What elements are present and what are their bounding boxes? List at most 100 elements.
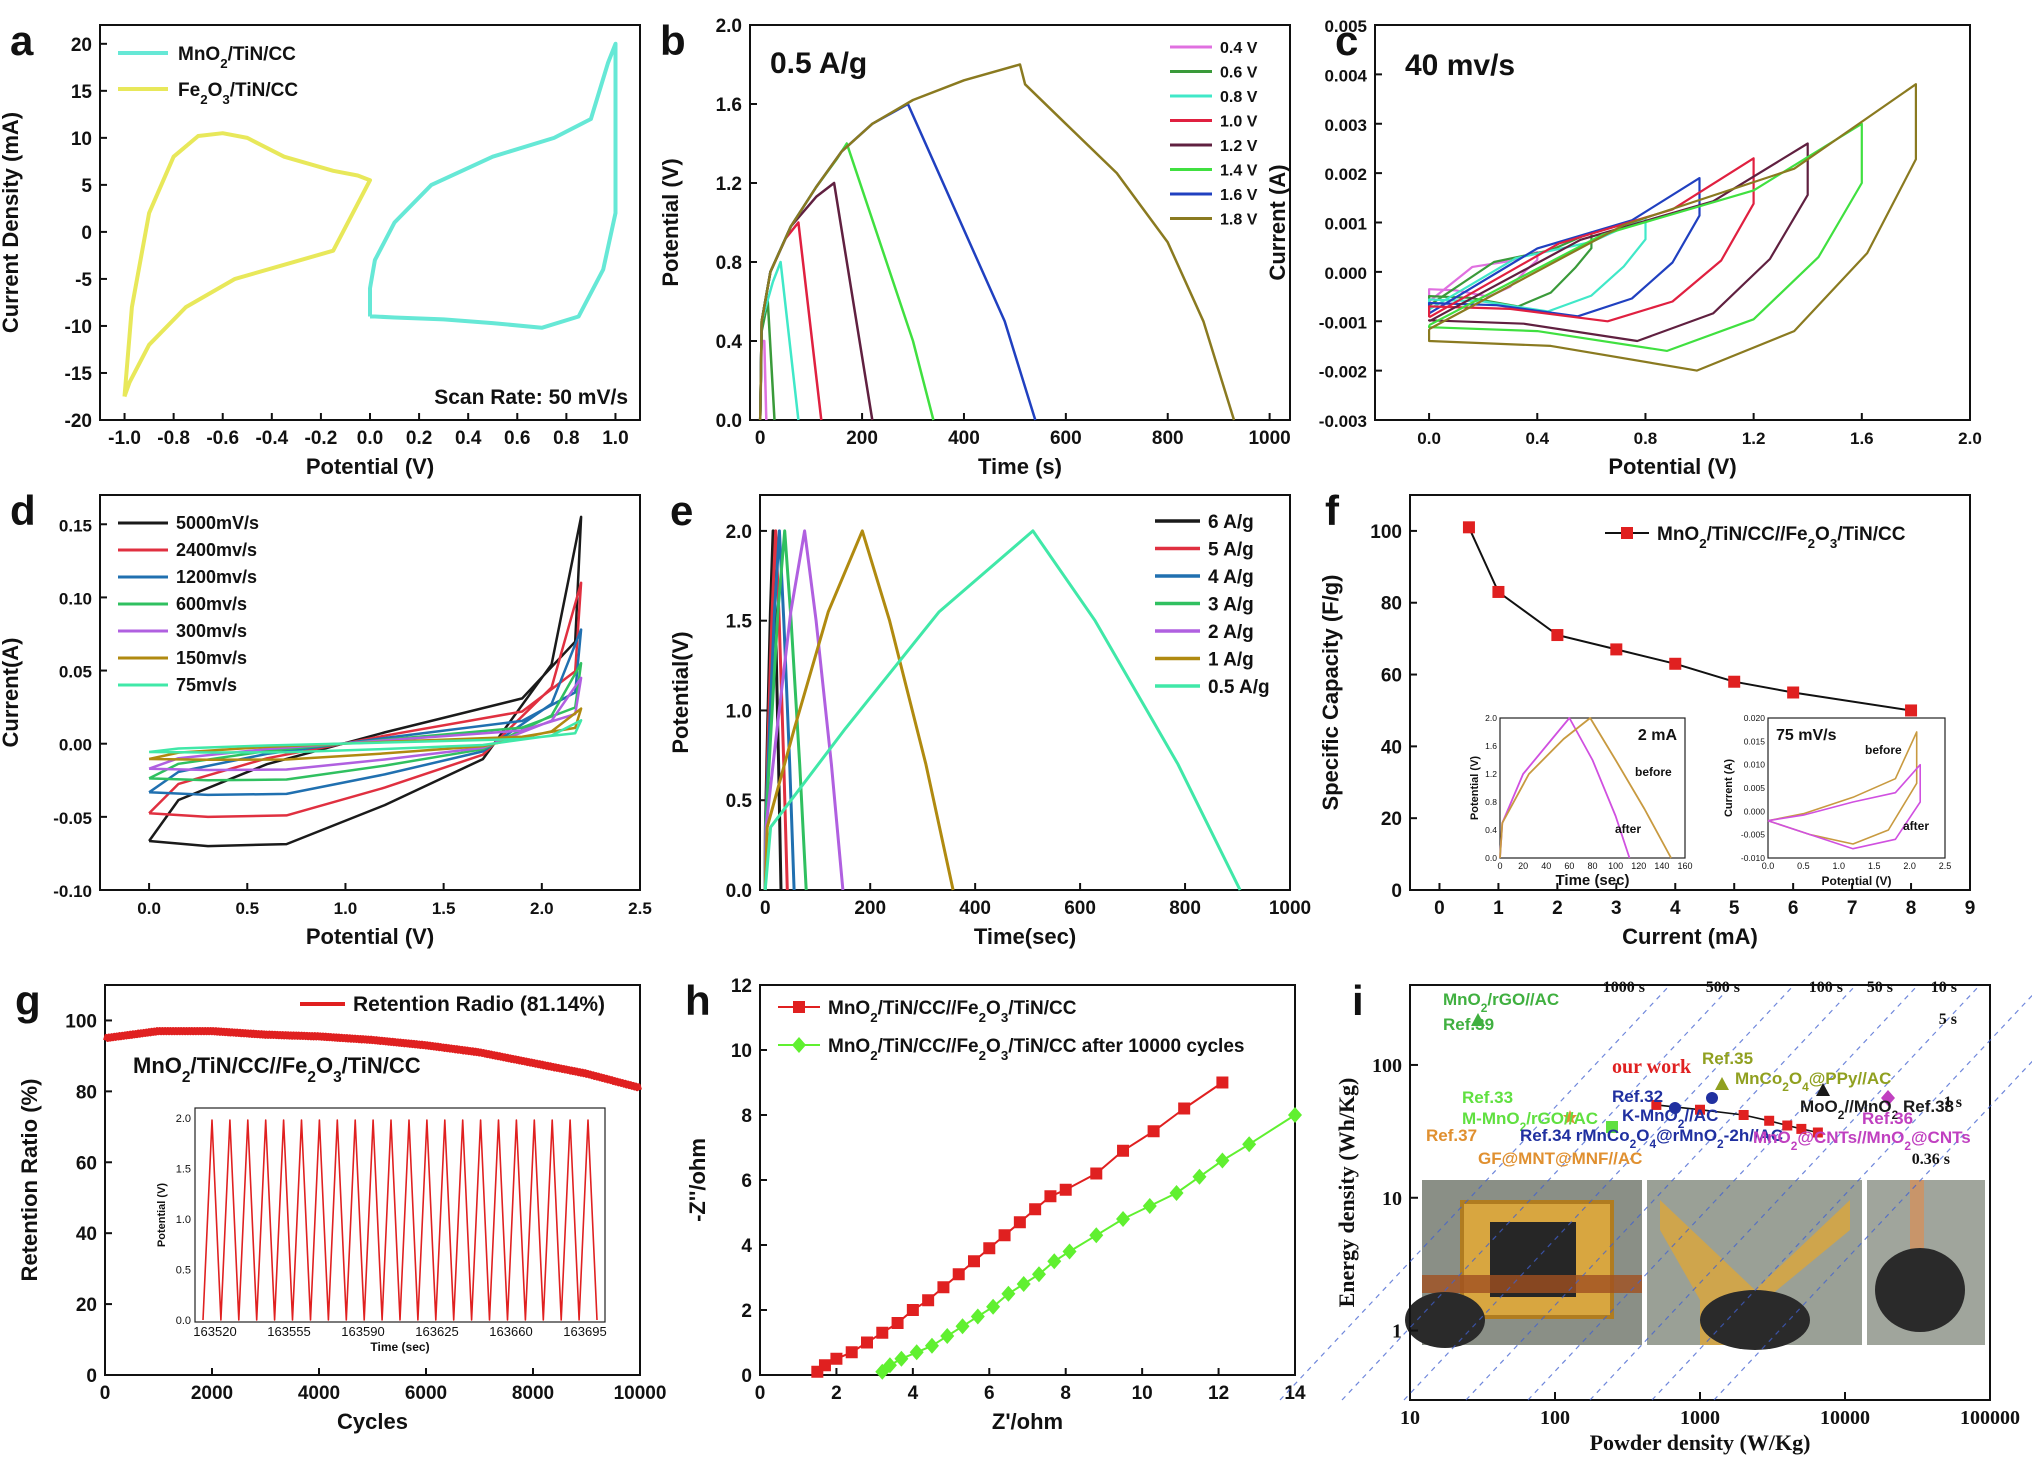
annotation-label: Ref.33 [1462, 1088, 1513, 1107]
inset-y-tick-label: 1.0 [176, 1214, 191, 1226]
x-tick-label: 0 [100, 1383, 111, 1404]
lead-wire [1910, 1180, 1924, 1260]
annotation-device: MnO2/TiN/CC//Fe2O3/TiN/CC [133, 1053, 421, 1086]
inset-label-before: before [1865, 743, 1902, 757]
y-tick-label: 0.15 [59, 516, 92, 535]
x-tick-label: 1000 [1269, 898, 1311, 919]
y-tick-label: 0 [81, 223, 92, 244]
plot-frame [1374, 24, 1971, 421]
inset-frame [194, 1107, 606, 1323]
annotation-label: Ref.36 [1862, 1109, 1913, 1128]
annotation-label: Ref.34 rMnCo2O4@rMnO2-2h//AC [1520, 1126, 1783, 1151]
inset-x-tick-label: 2.0 [1903, 861, 1916, 871]
data-point [968, 1255, 980, 1268]
inset-x-tick-label: 160 [1677, 861, 1692, 871]
x-tick-label: 4 [1670, 898, 1681, 919]
x-tick-label: 600 [1064, 898, 1096, 919]
x-tick-label: 7 [1847, 898, 1858, 919]
legend-label: 300mv/s [176, 621, 247, 641]
panel-h: 0 2 4 6 8 10 12 14 0 2 4 6 8 10 12 Z'/ohm -Z''/ohm h MnO2/… [685, 976, 1306, 1434]
legend-label: 1.8 V [1220, 212, 1258, 229]
y-tick-label: 1.2 [716, 174, 742, 195]
legend-label: 2 A/g [1208, 622, 1254, 643]
x-tick-label: 2.0 [1958, 429, 1982, 448]
x-tick-label: 0.8 [1634, 429, 1658, 448]
time-line-label: 10 s [1931, 979, 1957, 996]
inset-after-loop [1767, 763, 1921, 850]
y-tick-label: 1.6 [716, 95, 742, 116]
data-point [1089, 1227, 1104, 1244]
x-tick-label: 2 [1552, 898, 1563, 919]
x-tick-label: 600 [1050, 428, 1082, 449]
time-line [1651, 994, 2032, 1401]
inset-y-tick-label: 0.0 [176, 1315, 191, 1327]
y-tick-label: 100 [1372, 1055, 1402, 1077]
y-tick-label: 0.004 [1324, 66, 1367, 85]
y-tick-label: 20 [1381, 809, 1402, 830]
data-point [1090, 1167, 1103, 1180]
x-tick-label: 1.6 [1850, 429, 1874, 448]
time-line-label: 500 s [1706, 979, 1740, 996]
time-line [1527, 984, 1919, 1401]
y-tick-label: 0.000 [1324, 264, 1367, 283]
data-point [955, 1318, 970, 1335]
inset-y-tick-label: 1.5 [176, 1164, 191, 1176]
panel-d: 0.0 0.5 1.0 1.5 2.0 2.5 -0.10 -0.05 0.00 0.05 0.10… [0, 487, 652, 949]
inset-x-tick-label: 60 [1564, 861, 1574, 871]
data-point [1651, 1099, 1662, 1110]
legend-label: Fe2O3/TiN/CC [178, 80, 298, 107]
annotation-label: GF@MNT@MNF//AC [1478, 1149, 1642, 1168]
panel-label: c [1335, 17, 1358, 64]
reference-marker [1606, 1121, 1618, 1133]
legend-label: MnO2/TiN/CC//Fe2O3/TiN/CC [1657, 524, 1906, 551]
series-line-1 [881, 1114, 1296, 1373]
annotation-label: MnCo2O4@PPy//AC [1735, 1069, 1891, 1094]
y-tick-label: 0 [741, 1366, 752, 1387]
y-axis-label: -Z''/ohm [685, 1138, 710, 1222]
data-point [1288, 1107, 1302, 1123]
data-point [1242, 1136, 1257, 1153]
legend-label: 5000mV/s [176, 513, 259, 533]
time-line-label: 0.36 s [1912, 1151, 1950, 1168]
x-axis-label: Time (s) [978, 454, 1062, 479]
legend-label: MnO2/TiN/CC//Fe2O3/TiN/CC after 10000 cy… [828, 1036, 1244, 1063]
y-tick-label: 0.002 [1324, 165, 1367, 184]
y-axis-label: Current(A) [0, 638, 23, 748]
time-line-label: 1 s [1944, 1094, 1962, 1111]
data-point [1787, 686, 1800, 699]
reference-marker [1669, 1102, 1681, 1114]
time-line [1341, 984, 1733, 1401]
y-tick-label: 0.05 [59, 663, 92, 682]
data-point [1669, 657, 1682, 670]
annotation-label: MnO2@CNTs//MnO2@CNTs [1753, 1128, 1971, 1153]
inset-x-tick-label: 20 [1518, 861, 1528, 871]
y-tick-label: 1 [1392, 1321, 1402, 1343]
y-tick-label: 100 [65, 1011, 97, 1032]
x-axis-label: Cycles [337, 1409, 408, 1434]
annotation-scan-rate: 40 mv/s [1405, 49, 1515, 82]
data-point [937, 1281, 950, 1294]
inset: 163520 163555 163590 163625 163660 163695 0.0 0… [156, 1107, 607, 1354]
x-tick-label: 0.8 [553, 428, 579, 449]
data-point [909, 1344, 924, 1361]
x-tick-label: 2.0 [530, 899, 554, 918]
y-tick-label: 4 [741, 1236, 752, 1257]
y-axis-label: Potential (V) [658, 158, 683, 286]
data-point [1044, 1190, 1057, 1203]
series-line-1 [122, 131, 372, 398]
inset-before-line [1499, 717, 1672, 859]
series-loop-2 [148, 628, 583, 797]
y-tick-label: 2 [741, 1301, 752, 1322]
inset-x-label: Potential (V) [1821, 874, 1891, 888]
data-point [1031, 1266, 1046, 1283]
time-line-label: 50 s [1867, 979, 1893, 996]
x-tick-label: 0 [755, 1383, 766, 1404]
x-tick-label: 10000 [614, 1383, 667, 1404]
y-tick-label: 1.0 [726, 701, 752, 722]
y-tick-label: 0 [1391, 881, 1402, 902]
y-tick-label: 60 [76, 1153, 97, 1174]
y-tick-label: -0.001 [1319, 313, 1367, 332]
y-tick-label: 40 [76, 1224, 97, 1245]
series-loop-4 [148, 676, 583, 772]
